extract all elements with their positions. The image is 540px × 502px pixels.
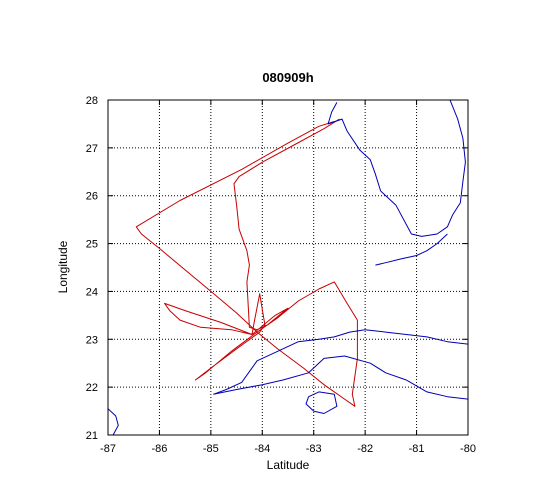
x-tick-label: -84 bbox=[254, 443, 270, 455]
y-tick-label: 25 bbox=[86, 239, 98, 251]
x-tick-label: -86 bbox=[151, 443, 167, 455]
coastline-cuba-north-line bbox=[213, 329, 468, 395]
y-tick-label: 23 bbox=[86, 334, 98, 346]
x-tick-label: -87 bbox=[100, 443, 116, 455]
x-tick-label: -82 bbox=[357, 443, 373, 455]
y-axis-label: Longitude bbox=[56, 240, 70, 293]
axis-ticks bbox=[107, 99, 469, 436]
flight-track-line bbox=[135, 118, 358, 407]
coastline-keys-line bbox=[375, 233, 448, 266]
x-tick-label: -85 bbox=[203, 443, 219, 455]
y-tick-label: 26 bbox=[86, 191, 98, 203]
coastline-isla-juventud-line bbox=[305, 391, 338, 414]
x-tick-label: -81 bbox=[409, 443, 425, 455]
y-tick-label: 24 bbox=[86, 286, 98, 298]
x-tick-label: -83 bbox=[306, 443, 322, 455]
x-axis-label: Latitude bbox=[267, 458, 310, 472]
grid-lines bbox=[108, 100, 468, 435]
x-tick-label: -80 bbox=[460, 443, 476, 455]
y-tick-label: 21 bbox=[86, 430, 98, 442]
y-tick-label: 22 bbox=[86, 382, 98, 394]
chart-title: 080909h bbox=[262, 70, 313, 85]
y-tick-label: 28 bbox=[86, 95, 98, 107]
plot-frame bbox=[107, 99, 469, 436]
coastline-cuba-south-line bbox=[213, 355, 468, 400]
coastline-yucatan-line bbox=[108, 408, 119, 435]
y-tick-label: 27 bbox=[86, 143, 98, 155]
plot-data bbox=[108, 100, 468, 435]
coastline-florida-line bbox=[327, 100, 466, 237]
